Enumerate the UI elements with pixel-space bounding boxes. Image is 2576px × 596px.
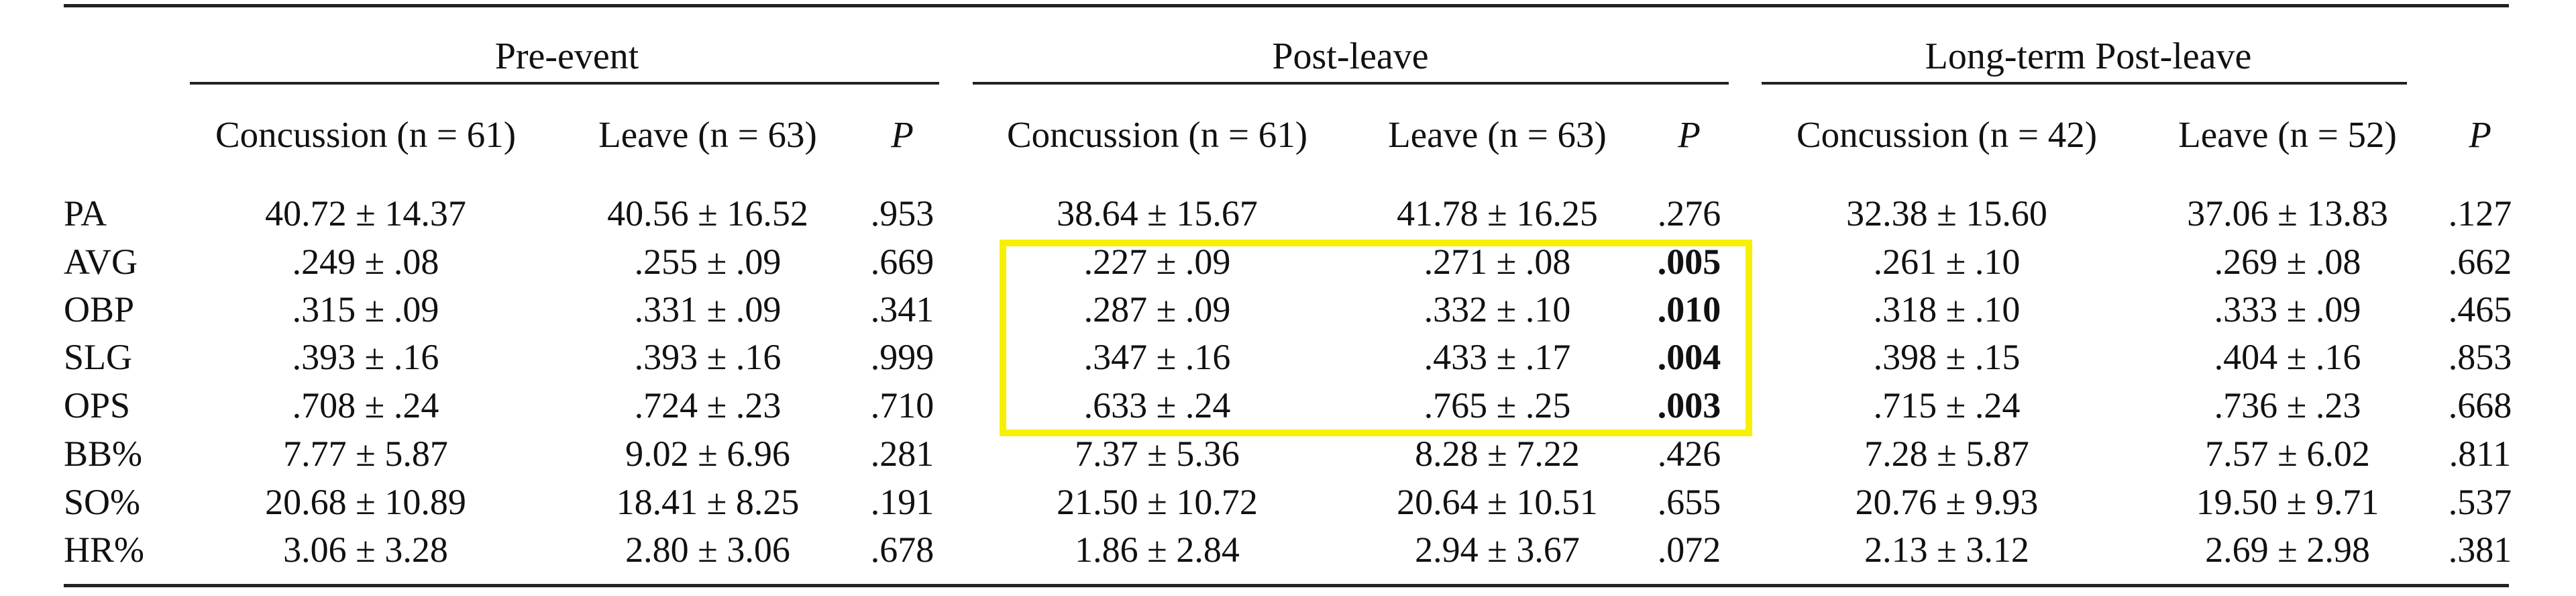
table-cell: 9.02 ± 6.96 — [625, 434, 790, 474]
table-cell: 18.41 ± 8.25 — [616, 482, 800, 522]
colhead-long-concussion: Concussion (n = 42) — [1796, 114, 2098, 155]
table-cell: .347 ± .16 — [1083, 337, 1231, 377]
table-cell: .393 ± .16 — [634, 337, 782, 377]
table-cell: .276 — [1657, 193, 1721, 234]
table-cell: 7.28 ± 5.87 — [1864, 434, 2029, 474]
table-cell: .255 ± .09 — [634, 242, 782, 282]
group-rule-pre-event — [190, 82, 939, 85]
table-cell: .381 — [2448, 530, 2512, 570]
table-cell: 19.50 ± 9.71 — [2196, 482, 2379, 522]
row-label-so-pct: SO% — [64, 482, 141, 522]
table-cell: .261 ± .10 — [1873, 242, 2021, 282]
table-cell: .331 ± .09 — [634, 289, 782, 330]
row-label-pa: PA — [64, 193, 107, 234]
table-cell: .072 — [1657, 530, 1721, 570]
table-cell: .281 — [870, 434, 934, 474]
colhead-pre-concussion: Concussion (n = 61) — [215, 114, 517, 155]
table-cell: 7.37 ± 5.36 — [1075, 434, 1240, 474]
table-cell: 8.28 ± 7.22 — [1415, 434, 1580, 474]
table-cell: .315 ± .09 — [292, 289, 439, 330]
table-cell: 41.78 ± 16.25 — [1397, 193, 1598, 234]
row-label-hr-pct: HR% — [64, 530, 144, 570]
group-header-pre-event: Pre-event — [494, 36, 639, 77]
table-cell: .853 — [2448, 337, 2512, 377]
table-cell: 37.06 ± 13.83 — [2187, 193, 2388, 234]
table-cell: .249 ± .08 — [292, 242, 439, 282]
table-cell: 3.06 ± 3.28 — [283, 530, 448, 570]
row-label-bb-pct: BB% — [64, 434, 143, 474]
table-cell: 20.68 ± 10.89 — [265, 482, 466, 522]
table-cell: 32.38 ± 15.60 — [1846, 193, 2047, 234]
table-cell: 2.13 ± 3.12 — [1864, 530, 2029, 570]
table-cell: .999 — [870, 337, 934, 377]
table-cell: .010 — [1657, 289, 1721, 330]
row-label-avg: AVG — [64, 242, 138, 282]
table-cell: .655 — [1657, 482, 1721, 522]
table-cell: 2.94 ± 3.67 — [1415, 530, 1580, 570]
table-cell: 7.77 ± 5.87 — [283, 434, 448, 474]
group-header-post-leave: Post-leave — [1272, 36, 1429, 77]
table-cell: .433 ± .17 — [1424, 337, 1571, 377]
group-rule-post-leave — [973, 82, 1729, 85]
colhead-post-concussion: Concussion (n = 61) — [1006, 114, 1308, 155]
table-cell: .398 ± .15 — [1873, 337, 2021, 377]
table-cell: .715 ± .24 — [1873, 385, 2021, 426]
table-cell: 2.69 ± 2.98 — [2205, 530, 2370, 570]
row-label-slg: SLG — [64, 337, 133, 377]
table-cell: .426 — [1657, 434, 1721, 474]
table-cell: .271 ± .08 — [1424, 242, 1571, 282]
table-cell: 38.64 ± 15.67 — [1057, 193, 1258, 234]
bottom-rule — [64, 584, 2509, 587]
table-cell: .710 — [870, 385, 934, 426]
table-cell: .765 ± .25 — [1424, 385, 1571, 426]
table-cell: .953 — [870, 193, 934, 234]
table-cell: .668 — [2448, 385, 2512, 426]
table-cell: .708 ± .24 — [292, 385, 439, 426]
table-cell: .724 ± .23 — [634, 385, 782, 426]
table-cell: .341 — [870, 289, 934, 330]
table-cell: .662 — [2448, 242, 2512, 282]
row-label-obp: OBP — [64, 289, 135, 330]
colhead-pre-p: P — [891, 114, 914, 155]
table-cell: .393 ± .16 — [292, 337, 439, 377]
table-cell: 40.72 ± 14.37 — [265, 193, 466, 234]
table-cell: .633 ± .24 — [1083, 385, 1231, 426]
table-cell: .127 — [2448, 193, 2512, 234]
table-cell: 20.64 ± 10.51 — [1397, 482, 1598, 522]
table-cell: 7.57 ± 6.02 — [2205, 434, 2370, 474]
table-cell: .191 — [870, 482, 934, 522]
group-header-long-term-post-leave: Long-term Post-leave — [1925, 36, 2252, 77]
table-cell: .332 ± .10 — [1424, 289, 1571, 330]
colhead-post-leave: Leave (n = 63) — [1388, 114, 1607, 155]
table-cell: .005 — [1657, 242, 1721, 282]
table-cell: .465 — [2448, 289, 2512, 330]
table-cell: .736 ± .23 — [2214, 385, 2361, 426]
row-label-ops: OPS — [64, 385, 131, 426]
table-cell: .318 ± .10 — [1873, 289, 2021, 330]
colhead-long-leave: Leave (n = 52) — [2178, 114, 2397, 155]
colhead-pre-leave: Leave (n = 63) — [598, 114, 817, 155]
table-cell: 2.80 ± 3.06 — [625, 530, 790, 570]
group-rule-long-term — [1762, 82, 2407, 85]
table-cell: .333 ± .09 — [2214, 289, 2361, 330]
table-cell: 1.86 ± 2.84 — [1075, 530, 1240, 570]
table-cell: .269 ± .08 — [2214, 242, 2361, 282]
table-cell: 40.56 ± 16.52 — [607, 193, 808, 234]
table-cell: .227 ± .09 — [1083, 242, 1231, 282]
colhead-post-p: P — [1678, 114, 1701, 155]
table-cell: .537 — [2448, 482, 2512, 522]
colhead-long-p: P — [2469, 114, 2491, 155]
table-cell: 21.50 ± 10.72 — [1057, 482, 1258, 522]
table-cell: .811 — [2449, 434, 2512, 474]
table-cell: 20.76 ± 9.93 — [1855, 482, 2039, 522]
top-rule — [64, 4, 2509, 7]
table-cell: .404 ± .16 — [2214, 337, 2361, 377]
table-cell: .004 — [1657, 337, 1721, 377]
table-cell: .287 ± .09 — [1083, 289, 1231, 330]
table-cell: .678 — [870, 530, 934, 570]
table-cell: .669 — [870, 242, 934, 282]
table-cell: .003 — [1657, 385, 1721, 426]
